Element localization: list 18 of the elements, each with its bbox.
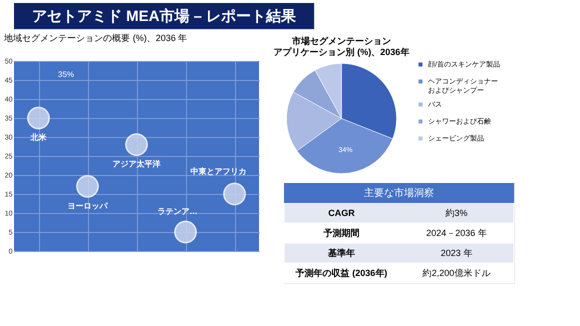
series-label: 中東とアフリカ: [190, 167, 246, 176]
text: 2023 年: [440, 248, 472, 258]
text: 約2,200億米ドル: [422, 268, 490, 278]
annotation: 35%: [58, 70, 74, 79]
text: 基準年: [327, 248, 355, 258]
chart-title: 地域セグメンテーションの概要 (%)、2036 年: [3, 33, 188, 43]
text: 2024－2036 年: [426, 228, 487, 238]
text: アセトアミド MEA市場 – レポート結果: [32, 7, 298, 25]
series-label: ラテンア…: [158, 207, 198, 216]
text: 予測期間: [322, 228, 360, 238]
series-label: 北米: [30, 133, 48, 142]
text: CAGR: [328, 208, 356, 218]
series-label: ヨーロッパ: [68, 201, 108, 210]
text: 主要な市場洞察: [364, 187, 434, 199]
series-label: アジア太平洋: [112, 160, 160, 169]
chart-title: 市場セグメンテーションアプリケーション別 (%)、2036年: [274, 36, 410, 57]
text: 約3%: [445, 208, 468, 218]
text: 予測年の収益 (2036年): [294, 268, 388, 278]
